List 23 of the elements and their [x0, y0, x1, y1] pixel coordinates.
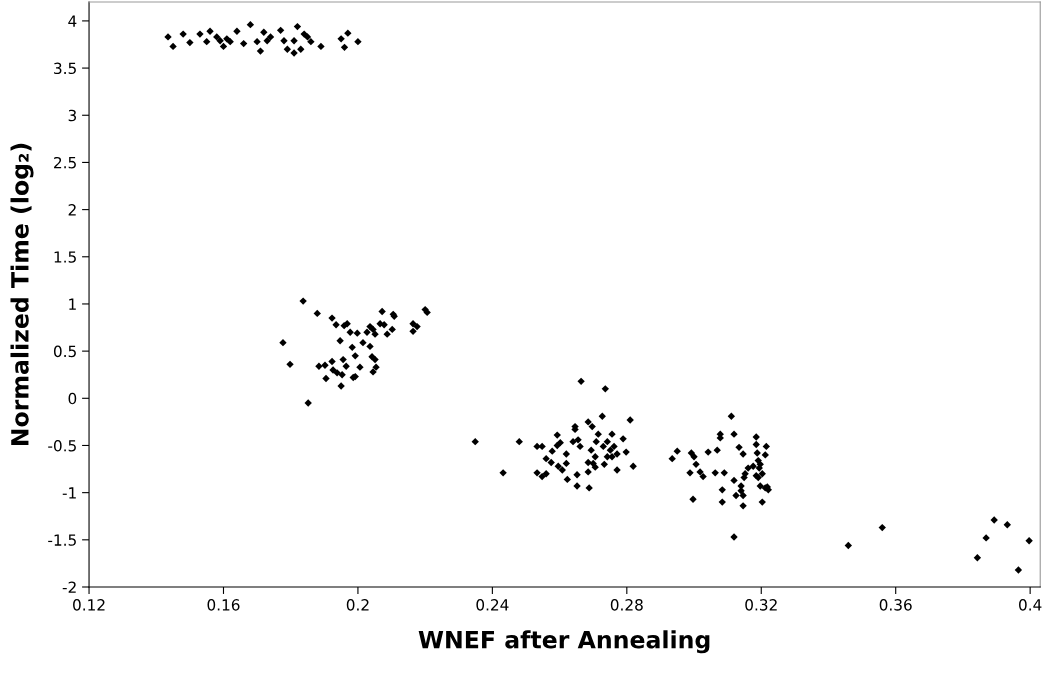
x-tick-label: 0.28	[610, 599, 643, 611]
y-axis-title: Normalized Time (log₂)	[10, 143, 34, 446]
x-tick-label: 0.24	[476, 599, 509, 611]
y-tick-label: 0	[68, 392, 77, 405]
y-tick-label: 3.5	[54, 62, 76, 75]
y-tick-label: 2.5	[54, 156, 76, 169]
y-tick-label: -2	[62, 581, 76, 593]
x-axis-title: WNEF after Annealing	[418, 630, 710, 654]
x-tick-label: 0.16	[207, 599, 240, 611]
y-tick-label: 3	[68, 109, 77, 122]
x-tick-label: 0.32	[745, 599, 777, 611]
x-tick-label: 0.36	[879, 599, 912, 611]
y-tick-label: 4	[68, 15, 77, 27]
y-tick-label: -1.5	[48, 534, 76, 546]
y-tick-label: 2	[68, 204, 76, 216]
x-tick-label: 0.4	[1019, 599, 1042, 611]
y-tick-label: -1	[62, 487, 76, 499]
y-tick-label: 1	[69, 298, 76, 310]
y-tick-label: -0.5	[48, 439, 76, 452]
x-tick-label: 0.12	[73, 599, 105, 611]
x-tick-label: 0.2	[346, 599, 369, 611]
y-tick-label: 0.5	[53, 345, 76, 358]
y-tick-label: 1.5	[54, 251, 76, 263]
